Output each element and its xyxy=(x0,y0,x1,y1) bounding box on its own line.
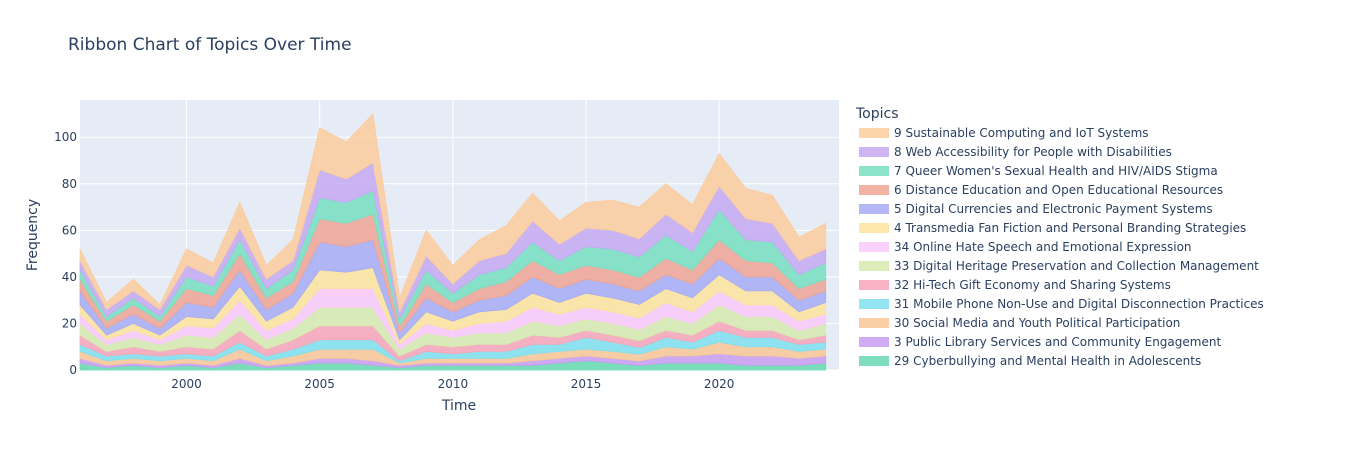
y-tick-label: 80 xyxy=(62,177,77,191)
legend-swatch xyxy=(859,261,889,271)
x-axis-title: Time xyxy=(441,398,476,414)
area-series-group xyxy=(79,113,827,371)
legend-item[interactable]: 33 Digital Heritage Preservation and Col… xyxy=(859,259,1259,273)
legend-label: 6 Distance Education and Open Educationa… xyxy=(894,183,1223,197)
legend-label: 33 Digital Heritage Preservation and Col… xyxy=(894,259,1259,273)
legend-item[interactable]: 4 Transmedia Fan Fiction and Personal Br… xyxy=(859,221,1246,235)
legend-label: 32 Hi-Tech Gift Economy and Sharing Syst… xyxy=(894,278,1171,292)
y-tick-label: 100 xyxy=(54,130,77,144)
legend-item[interactable]: 34 Online Hate Speech and Emotional Expr… xyxy=(859,240,1192,254)
legend-swatch xyxy=(859,204,889,214)
x-tick-label: 2020 xyxy=(704,377,735,391)
legend-swatch xyxy=(859,223,889,233)
legend-swatch xyxy=(859,147,889,157)
legend-label: 8 Web Accessibility for People with Disa… xyxy=(894,145,1172,159)
legend-swatch xyxy=(859,356,889,366)
legend-swatch xyxy=(859,242,889,252)
legend-item[interactable]: 9 Sustainable Computing and IoT Systems xyxy=(859,126,1149,140)
legend-label: 3 Public Library Services and Community … xyxy=(894,335,1221,349)
legend-label: 30 Social Media and Youth Political Part… xyxy=(894,316,1180,330)
legend: Topics 9 Sustainable Computing and IoT S… xyxy=(855,106,1264,368)
y-tick-label: 20 xyxy=(62,316,77,330)
y-tick-labels: 0 20 40 60 80 100 xyxy=(54,130,77,377)
x-tick-labels: 2000 2005 2010 2015 2020 xyxy=(171,377,734,391)
legend-item[interactable]: 6 Distance Education and Open Educationa… xyxy=(859,183,1223,197)
y-tick-label: 40 xyxy=(62,270,77,284)
x-tick-label: 2005 xyxy=(304,377,335,391)
legend-label: 29 Cyberbullying and Mental Health in Ad… xyxy=(894,354,1201,368)
legend-label: 9 Sustainable Computing and IoT Systems xyxy=(894,126,1149,140)
legend-swatch xyxy=(859,166,889,176)
legend-label: 34 Online Hate Speech and Emotional Expr… xyxy=(894,240,1192,254)
legend-label: 31 Mobile Phone Non-Use and Digital Disc… xyxy=(894,297,1264,311)
x-tick-label: 2010 xyxy=(438,377,469,391)
legend-label: 5 Digital Currencies and Electronic Paym… xyxy=(894,202,1213,216)
legend-item[interactable]: 3 Public Library Services and Community … xyxy=(859,335,1221,349)
legend-item[interactable]: 7 Queer Women's Sexual Health and HIV/AI… xyxy=(859,164,1218,178)
x-tick-label: 2015 xyxy=(571,377,602,391)
legend-item[interactable]: 31 Mobile Phone Non-Use and Digital Disc… xyxy=(859,297,1264,311)
x-tick-label: 2000 xyxy=(171,377,202,391)
legend-item[interactable]: 8 Web Accessibility for People with Disa… xyxy=(859,145,1172,159)
legend-label: 7 Queer Women's Sexual Health and HIV/AI… xyxy=(894,164,1218,178)
legend-swatch xyxy=(859,185,889,195)
legend-item[interactable]: 29 Cyberbullying and Mental Health in Ad… xyxy=(859,354,1201,368)
legend-item[interactable]: 30 Social Media and Youth Political Part… xyxy=(859,316,1180,330)
y-tick-label: 60 xyxy=(62,223,77,237)
chart-title: Ribbon Chart of Topics Over Time xyxy=(68,35,352,55)
y-axis-title: Frequency xyxy=(25,199,41,271)
legend-swatch xyxy=(859,318,889,328)
legend-swatch xyxy=(859,280,889,290)
legend-item[interactable]: 32 Hi-Tech Gift Economy and Sharing Syst… xyxy=(859,278,1171,292)
legend-title: Topics xyxy=(855,106,899,122)
y-tick-label: 0 xyxy=(69,363,77,377)
legend-item[interactable]: 5 Digital Currencies and Electronic Paym… xyxy=(859,202,1213,216)
legend-swatch xyxy=(859,337,889,347)
legend-label: 4 Transmedia Fan Fiction and Personal Br… xyxy=(894,221,1246,235)
legend-swatch xyxy=(859,299,889,309)
legend-swatch xyxy=(859,128,889,138)
area-series-12 xyxy=(79,113,827,314)
